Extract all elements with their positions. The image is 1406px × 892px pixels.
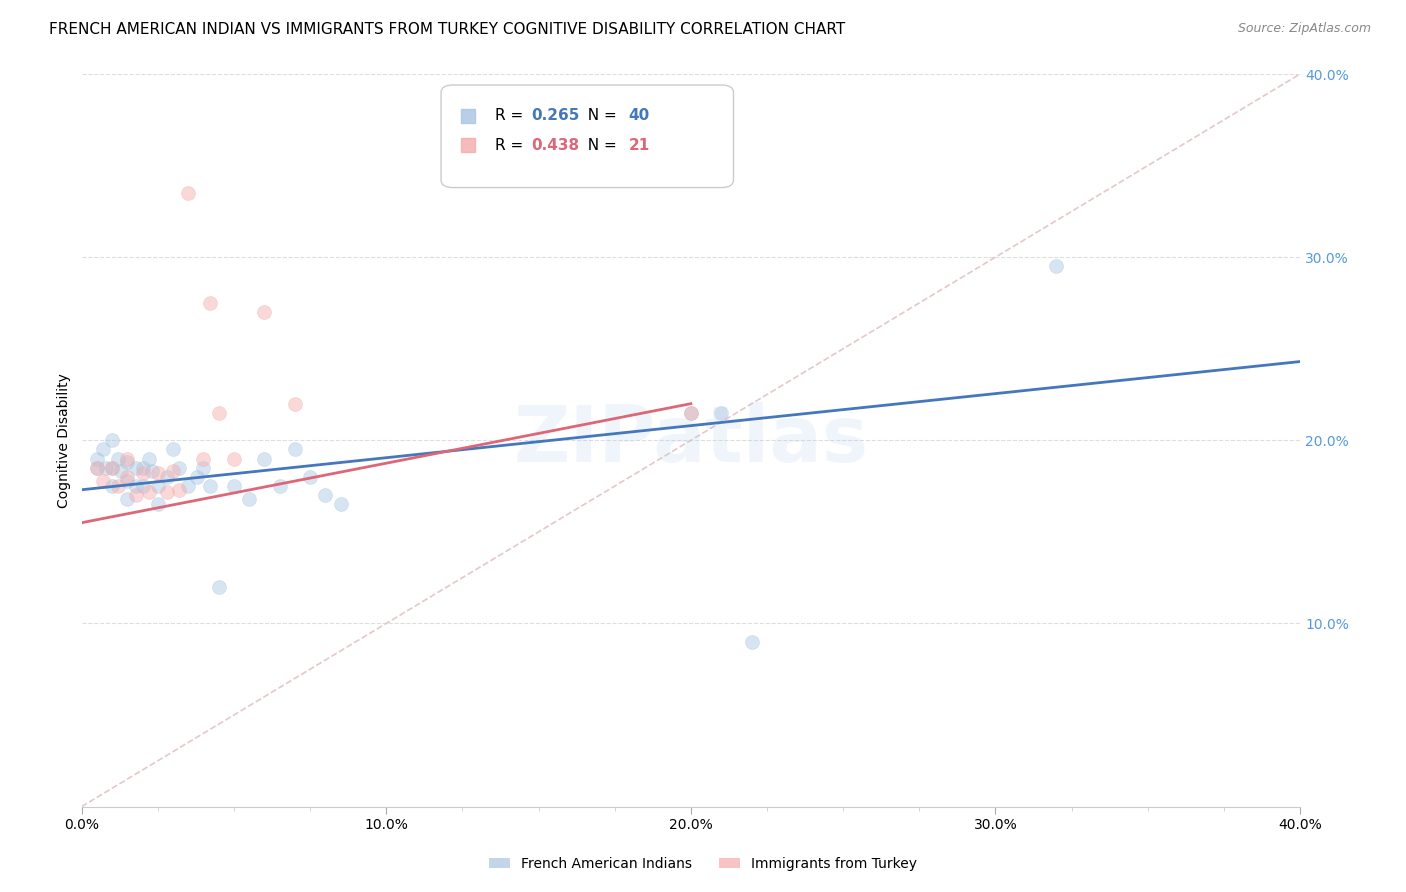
Point	[107, 479, 129, 493]
Point	[177, 479, 200, 493]
Point	[222, 451, 245, 466]
Point	[1045, 260, 1067, 274]
Point	[110, 465, 132, 479]
Point	[156, 484, 179, 499]
Point	[86, 451, 108, 466]
Point	[117, 470, 139, 484]
Point	[101, 434, 124, 448]
Point	[269, 479, 291, 493]
Point	[117, 491, 139, 506]
Point	[86, 460, 108, 475]
Point	[125, 479, 148, 493]
Point	[156, 470, 179, 484]
Point	[91, 474, 114, 488]
Point	[117, 455, 139, 469]
Point	[125, 460, 148, 475]
Point	[101, 460, 124, 475]
Point	[679, 406, 702, 420]
Point	[162, 442, 184, 457]
Point	[198, 479, 221, 493]
Point	[186, 470, 208, 484]
Point	[177, 186, 200, 200]
Point	[741, 634, 763, 648]
Point	[198, 296, 221, 310]
Y-axis label: Cognitive Disability: Cognitive Disability	[58, 373, 72, 508]
Point	[208, 406, 231, 420]
Point	[146, 497, 169, 511]
Text: R =: R =	[495, 108, 527, 123]
Text: R =: R =	[495, 137, 527, 153]
Point	[138, 484, 160, 499]
Point	[141, 465, 163, 479]
Text: 40: 40	[628, 108, 650, 123]
Point	[222, 479, 245, 493]
Text: 0.265: 0.265	[531, 108, 579, 123]
Point	[101, 460, 124, 475]
Point	[117, 451, 139, 466]
Point	[146, 467, 169, 481]
Point	[86, 460, 108, 475]
FancyBboxPatch shape	[441, 85, 734, 187]
Text: 0.438: 0.438	[531, 137, 579, 153]
Point	[253, 305, 276, 319]
Text: FRENCH AMERICAN INDIAN VS IMMIGRANTS FROM TURKEY COGNITIVE DISABILITY CORRELATIO: FRENCH AMERICAN INDIAN VS IMMIGRANTS FRO…	[49, 22, 845, 37]
Text: Source: ZipAtlas.com: Source: ZipAtlas.com	[1237, 22, 1371, 36]
Point	[131, 467, 153, 481]
Text: N =: N =	[578, 108, 621, 123]
Point	[284, 442, 307, 457]
Point	[107, 451, 129, 466]
Point	[101, 479, 124, 493]
Point	[94, 460, 117, 475]
Point	[238, 491, 260, 506]
Point	[679, 406, 702, 420]
Point	[314, 488, 336, 502]
Point	[167, 483, 190, 497]
Point	[91, 442, 114, 457]
Point	[131, 479, 153, 493]
Point	[193, 451, 215, 466]
Point	[329, 497, 352, 511]
Point	[167, 460, 190, 475]
Legend: French American Indians, Immigrants from Turkey: French American Indians, Immigrants from…	[484, 851, 922, 876]
Text: 21: 21	[628, 137, 650, 153]
Point	[299, 470, 322, 484]
Point	[253, 451, 276, 466]
Point	[131, 460, 153, 475]
Point	[162, 465, 184, 479]
Text: N =: N =	[578, 137, 621, 153]
Point	[117, 474, 139, 488]
Point	[193, 460, 215, 475]
Point	[138, 451, 160, 466]
Point	[146, 479, 169, 493]
Point	[710, 406, 733, 420]
Point	[284, 397, 307, 411]
Point	[208, 580, 231, 594]
Text: ZIPatlas: ZIPatlas	[513, 402, 869, 478]
Point	[125, 488, 148, 502]
